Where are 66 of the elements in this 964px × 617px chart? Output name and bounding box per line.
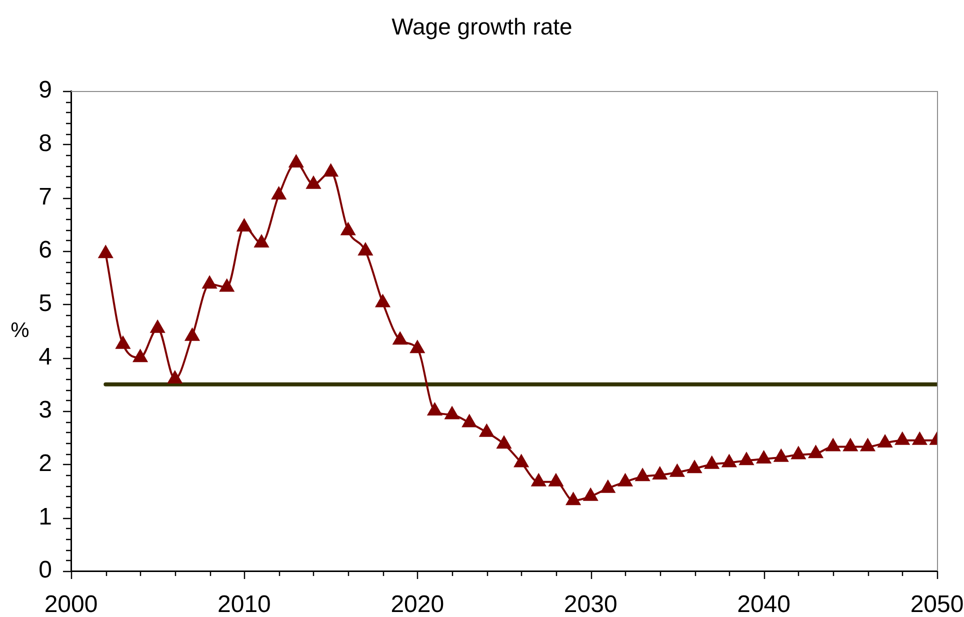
point [393,332,408,345]
y-tick-label: 3 [38,396,52,424]
point [376,294,390,308]
point [636,468,650,482]
point [410,340,424,354]
point [358,243,372,256]
point [98,246,113,258]
y-tick-label: 5 [38,290,52,317]
point [185,328,200,341]
point [289,155,304,168]
point [722,454,736,468]
y-tick-label: 7 [38,183,52,210]
y-axis-title: % [10,318,30,342]
point [306,176,321,189]
point [496,436,512,449]
point [237,219,252,232]
point [444,406,460,420]
x-tick-label: 2010 [218,591,271,617]
point [254,235,269,248]
point [566,492,580,506]
point [272,187,286,200]
y-tick-label: 0 [38,556,52,584]
point [860,438,875,452]
x-tick-label: 2020 [390,591,444,617]
point [808,446,823,458]
y-tick-label: 8 [38,130,52,157]
point [878,435,892,448]
point [548,474,564,486]
point [168,371,182,384]
point [774,449,788,462]
y-tick-label: 4 [38,343,52,370]
x-tick-label: 2040 [737,591,790,617]
point [791,446,806,460]
point [687,460,702,474]
point [739,452,754,466]
point [704,456,719,469]
y-tick-label: 1 [38,503,52,530]
point [220,279,234,292]
y-tick-label: 6 [38,236,52,264]
point [514,454,528,468]
point [532,474,546,486]
y-tick-label: 9 [38,76,52,104]
point [756,451,771,464]
point [826,438,840,452]
point [652,467,667,480]
point [843,438,858,452]
point [670,464,684,477]
point [600,480,615,493]
x-tick-label: 2050 [910,591,964,617]
point [480,424,494,437]
point [202,276,217,289]
chart-title: Wage growth rate [392,13,572,40]
y-tick-label: 2 [38,450,52,477]
x-tick-label: 2030 [564,591,618,617]
point [618,474,632,486]
x-tick-label: 2000 [44,591,98,617]
point [912,432,927,445]
point [150,320,165,333]
point [584,488,598,501]
point [428,403,442,416]
point [341,222,356,236]
point [462,414,476,428]
point [133,350,148,362]
point [895,432,910,445]
point [116,336,130,349]
point [324,164,338,177]
